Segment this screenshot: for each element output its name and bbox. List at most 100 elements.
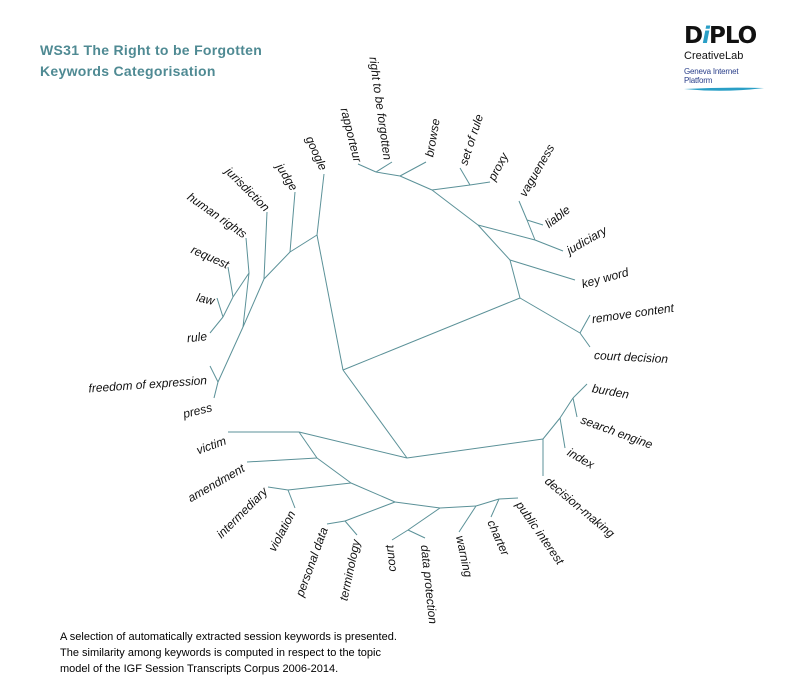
- keyword-label: judiciary: [562, 223, 610, 259]
- footer-note: A selection of automatically extracted s…: [60, 629, 397, 677]
- keyword-label: index: [565, 445, 598, 472]
- tree-branch: [406, 438, 544, 459]
- keyword-label: warning: [453, 534, 475, 578]
- tree-branch: [490, 498, 500, 518]
- keyword-label: human rights: [185, 190, 250, 241]
- keyword-label: proxy: [485, 150, 512, 184]
- keyword-label: request: [189, 243, 232, 272]
- tree-branch: [344, 520, 358, 536]
- tree-branch: [209, 365, 219, 383]
- keyword-label: google: [303, 134, 331, 173]
- tree-branch: [459, 167, 471, 186]
- tree-branch: [245, 237, 250, 274]
- diplo-logo: DiPLO CreativeLab Geneva Internet Platfo…: [684, 24, 768, 93]
- logo-wordmark: DiPLO: [684, 23, 757, 49]
- keyword-label: charter: [484, 518, 512, 559]
- keyword-label: liable: [542, 202, 573, 230]
- keyword-label: burden: [591, 381, 631, 401]
- keyword-label: rapporteur: [338, 106, 365, 164]
- keyword-label: court decision: [594, 348, 669, 366]
- tree-branch: [477, 224, 536, 241]
- tree-branch: [232, 272, 250, 298]
- keyword-label: freedom of expression: [88, 373, 208, 395]
- tree-branch: [439, 505, 477, 509]
- tree-branch: [498, 497, 519, 500]
- logo-subtitle-2: Geneva Internet Platform: [684, 67, 739, 85]
- tree-branch: [227, 266, 234, 298]
- keyword-label: victim: [195, 434, 229, 458]
- tree-branch: [509, 259, 521, 299]
- tree-branch: [316, 173, 325, 236]
- title-line-1: WS31 The Right to be Forgotten: [40, 42, 263, 58]
- keyword-label: public interest: [512, 498, 567, 568]
- keyword-label: terminology: [336, 537, 363, 602]
- tree-branch: [526, 219, 544, 226]
- tree-branch: [526, 219, 536, 241]
- tree-branch: [572, 383, 588, 399]
- logo-subtitle: CreativeLab: [684, 50, 744, 62]
- tree-branch: [572, 397, 578, 418]
- tree-branch: [289, 234, 318, 253]
- keyword-label: press: [181, 400, 214, 421]
- tree-branch: [326, 520, 346, 525]
- tree-branch: [407, 507, 441, 531]
- keyword-label: key word: [580, 265, 630, 291]
- keyword-label: vagueness: [516, 142, 557, 199]
- keyword-label: personal data: [292, 525, 330, 599]
- tree-branch: [399, 175, 433, 191]
- tree-branch: [263, 211, 268, 280]
- tree-branch: [316, 234, 344, 371]
- keyword-label: violation: [265, 508, 298, 554]
- tree-branch: [263, 251, 291, 280]
- tree-branch: [509, 259, 576, 281]
- footer-line-3: model of the IGF Session Transcripts Cor…: [60, 663, 339, 675]
- tree-branch: [469, 181, 491, 186]
- keyword-label: decision-making: [542, 474, 618, 541]
- tree-branch: [217, 326, 244, 383]
- keyword-label: data protection: [418, 544, 440, 625]
- tree-branch: [216, 297, 224, 318]
- keyword-label: jurisdiction: [221, 163, 273, 215]
- keyword-label: remove content: [591, 301, 676, 326]
- tree-branch: [316, 457, 352, 484]
- keyword-label: search engine: [579, 413, 655, 452]
- tree-branch: [391, 529, 409, 541]
- tree-branch: [519, 297, 581, 334]
- tree-branch: [242, 272, 250, 328]
- keyword-label: amendment: [185, 461, 247, 505]
- tree-branch: [559, 417, 566, 449]
- tree-branch: [267, 486, 289, 491]
- keyword-label: judge: [272, 159, 301, 193]
- tree-branch: [579, 332, 591, 348]
- keyword-label: set of rule: [457, 112, 487, 167]
- tree-branch: [357, 163, 377, 173]
- tree-branch: [242, 278, 265, 328]
- tree-branch: [287, 489, 296, 509]
- tree-branch: [475, 498, 500, 507]
- diagram-title: WS31 The Right to be Forgotten Keywords …: [40, 40, 262, 82]
- tree-branch: [344, 501, 396, 522]
- tree-branch: [375, 161, 393, 173]
- tree-branch: [342, 297, 521, 371]
- tree-branch: [559, 397, 574, 419]
- tree-branch: [542, 417, 561, 440]
- tree-branch: [213, 381, 219, 399]
- tree-branch: [350, 482, 396, 503]
- keyword-label: court: [382, 544, 399, 573]
- tree-branch: [298, 431, 318, 459]
- keyword-label: intermediary: [214, 484, 271, 541]
- title-line-2: Keywords Categorisation: [40, 63, 216, 79]
- footer-line-2: The similarity among keywords is compute…: [60, 647, 381, 659]
- tree-branch: [289, 191, 296, 253]
- tree-branch: [375, 171, 401, 177]
- tree-branch: [246, 457, 318, 463]
- tree-branch: [287, 482, 352, 491]
- tree-branch: [394, 501, 441, 509]
- keyword-label: rule: [186, 329, 208, 345]
- tree-branch: [579, 314, 591, 334]
- tree-branch: [399, 161, 427, 177]
- keyword-label: right to be forgotten: [366, 56, 394, 161]
- tree-branch: [431, 184, 471, 191]
- tree-branch: [222, 296, 234, 318]
